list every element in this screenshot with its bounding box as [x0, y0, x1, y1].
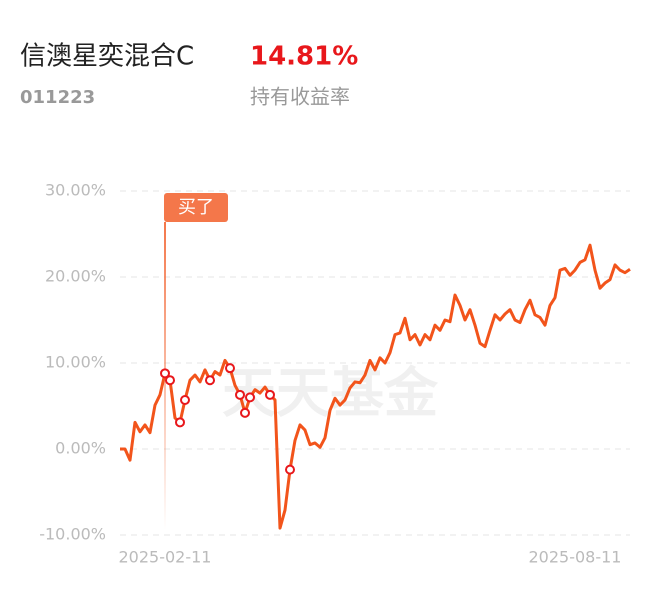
- trade-marker: [160, 368, 170, 379]
- y-tick-label: 30.00%: [45, 181, 106, 200]
- trade-marker: [265, 389, 275, 400]
- trade-marker: [175, 417, 185, 428]
- x-tick-label: 2025-02-11: [119, 548, 212, 567]
- buy-tag-label: 买了: [178, 197, 214, 218]
- x-tick-label: 2025-08-11: [529, 548, 622, 567]
- return-label: 持有收益率: [250, 85, 350, 109]
- trade-marker: [205, 375, 215, 386]
- y-tick-label: -10.00%: [39, 525, 106, 544]
- fund-title: 信澳星奕混合C: [20, 42, 194, 72]
- trade-marker: [235, 389, 245, 400]
- trade-marker: [245, 392, 255, 403]
- y-tick-label: 0.00%: [55, 439, 106, 458]
- return-value: 14.81%: [250, 42, 358, 72]
- return-line: [120, 243, 631, 530]
- fund-code: 011223: [20, 87, 95, 108]
- trade-marker: [240, 407, 250, 418]
- trade-marker: [165, 375, 175, 386]
- trade-marker: [285, 464, 295, 475]
- trade-marker: [180, 394, 190, 405]
- trade-marker: [225, 363, 235, 374]
- y-tick-label: 20.00%: [45, 267, 106, 286]
- buy-tag: [164, 193, 228, 222]
- y-tick-label: 10.00%: [45, 353, 106, 372]
